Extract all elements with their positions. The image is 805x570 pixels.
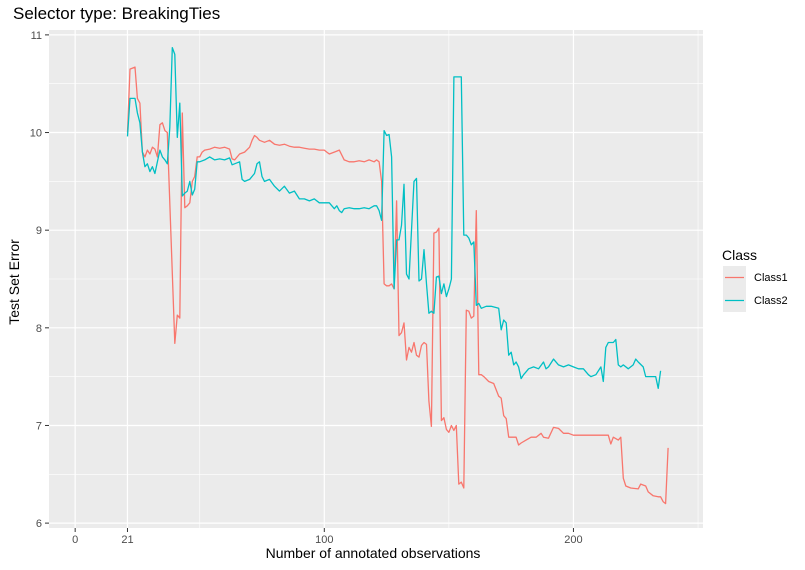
chart-title: Selector type: BreakingTies [13,4,220,23]
x-tick-label: 0 [72,534,78,546]
y-tick-label: 9 [36,225,42,237]
x-tick-label: 21 [121,534,133,546]
x-axis: 0 21 100 200 [72,528,583,546]
legend-label-class2: Class2 [754,295,788,307]
legend: Class Class1 Class2 [722,247,788,312]
x-tick-label: 200 [564,534,582,546]
y-tick-label: 10 [30,128,42,140]
x-axis-title: Number of annotated observations [266,545,481,561]
series-line-class2 [126,46,662,390]
legend-label-class1: Class1 [754,272,788,284]
y-tick-label: 8 [36,323,42,335]
series-layer [126,46,669,505]
y-tick-label: 11 [31,30,42,42]
y-tick-label: 6 [36,518,42,530]
legend-title: Class [722,247,757,263]
y-axis-title: Test Set Error [6,239,22,325]
major-gridlines [49,30,703,528]
minor-gridlines [49,30,703,528]
y-tick-label: 7 [36,420,42,432]
series-line-class1 [126,66,669,505]
x-tick-label: 100 [315,534,333,546]
y-axis: 6 7 8 9 10 11 [30,30,49,530]
